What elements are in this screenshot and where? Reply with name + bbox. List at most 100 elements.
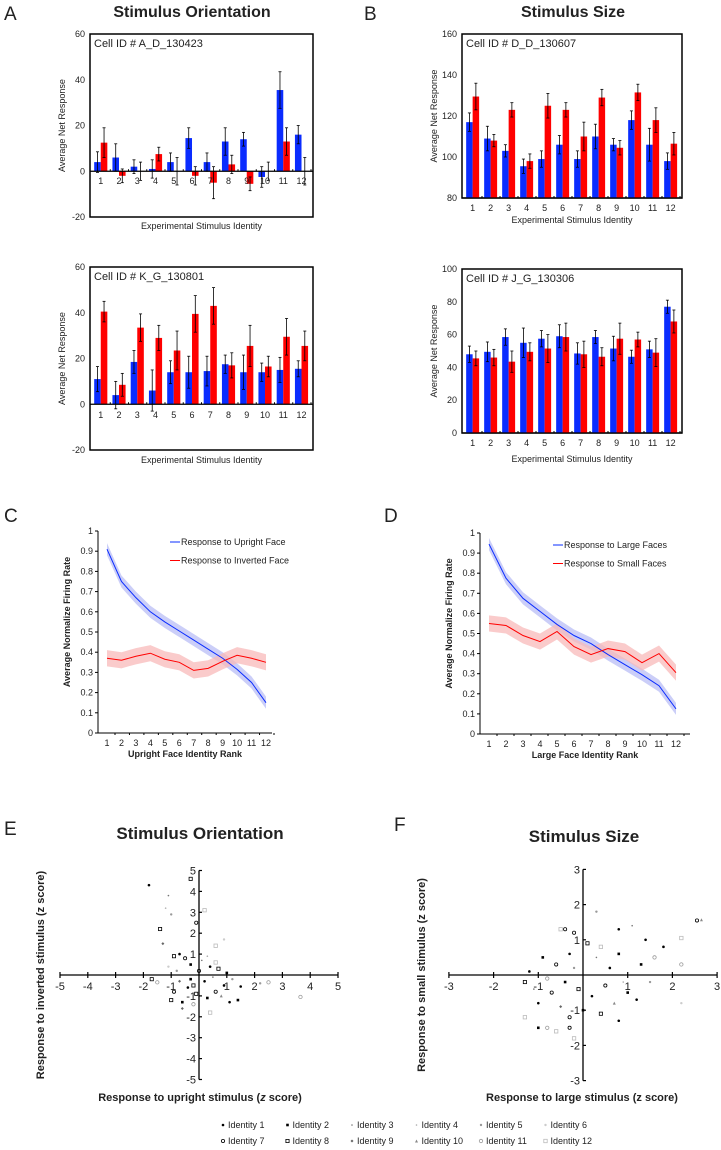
point-identity-3	[200, 959, 203, 962]
bar-red	[616, 338, 624, 433]
y-tick-label: 60	[75, 262, 85, 272]
point-identity-5	[175, 969, 178, 973]
point-identity-3	[595, 956, 598, 959]
legend-label: Identity 1	[228, 1120, 265, 1130]
point-identity-7	[171, 989, 176, 994]
point-identity-11	[545, 1025, 550, 1030]
bar-blue	[484, 138, 491, 198]
y-tick-label: 80	[447, 297, 457, 307]
series-line-blue	[106, 548, 267, 703]
bar-red	[634, 92, 642, 198]
y-tick-label: 1	[88, 526, 93, 536]
point-identity-7	[563, 927, 568, 932]
x-axis-label: Experimental Stimulus Identity	[141, 455, 263, 465]
bar-red	[670, 143, 678, 198]
y-axis-label: Average Normalize Firing Rate	[62, 557, 72, 687]
x-tick-label: 6	[190, 176, 195, 186]
y-tick-label: 0.1	[462, 709, 475, 719]
line-chart-D: 00.10.20.30.40.50.60.70.80.911 2 3 4 5 6 7 8 9 10…	[444, 528, 690, 760]
x-tick-label: 8	[596, 438, 601, 448]
bar-red	[526, 351, 534, 433]
bar-blue	[185, 138, 193, 172]
series-line-red	[488, 622, 677, 674]
point-identity-1	[644, 938, 647, 942]
y-tick-label: 2	[190, 928, 196, 940]
y-tick-label: 0	[470, 729, 475, 739]
x-tick-label: 5	[554, 739, 559, 749]
y-tick-label: 40	[447, 362, 457, 372]
y-tick-label: 0	[80, 166, 85, 176]
x-tick-label: 4	[524, 203, 529, 213]
bar-blue	[538, 338, 545, 433]
point-identity-9	[350, 1139, 354, 1143]
x-tick-label: 5	[162, 738, 167, 748]
bar-red	[526, 161, 534, 198]
x-tick-label: 10	[630, 438, 640, 448]
legend-label: Identity 12	[551, 1136, 593, 1146]
y-tick-label: -1	[186, 991, 196, 1003]
point-identity-5	[258, 982, 262, 985]
y-tick-label: -3	[186, 1033, 196, 1045]
point-identity-10	[415, 1139, 418, 1143]
bar-blue	[294, 368, 302, 405]
point-identity-12	[543, 1138, 548, 1144]
bar-blue	[556, 144, 563, 198]
panel-label-c: C	[4, 506, 18, 527]
point-identity-7	[572, 930, 577, 935]
bar-red	[544, 348, 552, 433]
x-tick-label: 2	[117, 176, 122, 186]
panel-label-d: D	[384, 506, 398, 527]
point-identity-8	[191, 983, 196, 988]
point-identity-2	[626, 991, 629, 994]
point-identity-12	[554, 1029, 559, 1034]
point-identity-1	[635, 998, 638, 1001]
bar-blue	[664, 161, 671, 198]
point-identity-11	[545, 976, 550, 981]
y-tick-label: 60	[447, 330, 457, 340]
y-tick-label: 80	[447, 193, 457, 203]
x-tick-label: 4	[153, 176, 158, 186]
bar-blue	[502, 150, 509, 198]
y-tick-label: 120	[442, 111, 457, 121]
x-tick-label: 8	[206, 738, 211, 748]
cell-id-label: Cell ID # J_G_130306	[466, 273, 574, 285]
bar-red	[173, 350, 181, 405]
bar-red	[283, 336, 290, 405]
line-chart-C: 00.10.20.30.40.50.60.70.80.911 2 3 4 5 6 7 8 9 10…	[62, 526, 289, 759]
bar-blue	[167, 372, 174, 405]
y-tick-label: 0.8	[462, 568, 475, 578]
y-tick-label: 160	[442, 29, 457, 39]
point-identity-5	[648, 980, 652, 984]
bar-red	[562, 109, 570, 198]
bar-red	[652, 352, 660, 433]
x-tick-label: 2	[119, 738, 124, 748]
point-identity-1	[608, 966, 612, 970]
x-tick-label: 12	[666, 438, 676, 448]
bar-red	[580, 136, 588, 198]
scatter-e-ylabel: Response to inverted stimulus (z score)	[35, 870, 47, 1079]
bar-blue	[258, 372, 266, 405]
x-tick-label: -3	[111, 981, 121, 993]
y-tick-label: 0.2	[80, 688, 93, 698]
series-line-red	[106, 652, 267, 671]
bar-red	[670, 321, 678, 433]
y-tick-label: -1	[570, 1005, 580, 1017]
point-identity-5	[572, 966, 576, 970]
sem-band	[489, 615, 676, 681]
point-identity-1	[568, 952, 571, 956]
bar-red	[634, 339, 642, 433]
bar-blue	[520, 166, 527, 198]
bar-red	[246, 345, 254, 405]
legend-label: Identity 3	[357, 1120, 394, 1130]
point-identity-7	[213, 989, 218, 994]
point-identity-9	[178, 979, 182, 983]
x-tick-label: -3	[444, 981, 454, 993]
point-identity-3	[167, 894, 170, 897]
point-identity-8	[194, 991, 199, 996]
title-scatter-orientation: Stimulus Orientation	[116, 824, 283, 843]
x-tick-label: 11	[648, 438, 657, 448]
x-tick-label: -2	[489, 981, 499, 993]
y-tick-label: -3	[570, 1076, 580, 1088]
point-identity-11	[298, 994, 303, 1000]
legend-label: Response to Upright Face	[181, 537, 286, 547]
